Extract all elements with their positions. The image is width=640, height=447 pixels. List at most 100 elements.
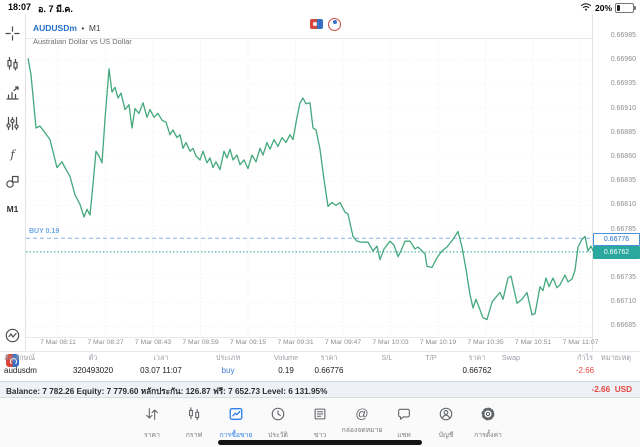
position-row[interactable]: audusdm 320493020 03.07 11:07 buy 0.19 0… xyxy=(0,366,640,380)
row-symbol: audusdm xyxy=(4,366,37,375)
tab-trade[interactable]: การซื้อขาย xyxy=(215,406,257,440)
price-tick-label: 0.66860 xyxy=(610,153,636,160)
tab-charts[interactable]: กราฟ xyxy=(173,406,215,440)
status-date: อ. 7 มี.ค. xyxy=(38,4,73,14)
battery-icon xyxy=(615,2,636,13)
time-tick-label: 7 Mar 08:59 xyxy=(182,339,219,346)
calendar-event-clock-icon[interactable] xyxy=(328,18,341,31)
time-tick-label: 7 Mar 11:07 xyxy=(562,339,599,346)
mailbox-icon: @ xyxy=(355,406,369,421)
chart-header[interactable]: AUDUSDm • M1 Australian Dollar vs US Dol… xyxy=(33,17,132,46)
price-tick-label: 0.66910 xyxy=(610,104,636,112)
table-top-divider xyxy=(0,351,640,352)
header-profit: กำไร xyxy=(576,353,594,362)
bottom-tab-bar: ราคา กราฟ การซื้อขาย ประวัติ ข่าว @ กล่อ… xyxy=(0,397,640,447)
header-type: ประเภท xyxy=(215,353,241,362)
price-axis: 0.66985 0.66960 0.66935 0.66910 0.66885 0.668… xyxy=(592,14,640,344)
battery-percent: 20% xyxy=(594,2,612,13)
row-open-price: 0.66776 xyxy=(314,366,344,375)
price-tick-label: 0.66885 xyxy=(610,128,636,136)
price-tick-label: 0.66985 xyxy=(610,32,636,39)
quotes-icon xyxy=(144,406,160,427)
home-indicator[interactable] xyxy=(218,440,422,445)
account-floating-profit: -2.66 USD xyxy=(591,385,632,394)
chart-timeframe: M1 xyxy=(88,23,101,33)
chart-type-candles-button[interactable] xyxy=(0,56,25,76)
price-tick-label: 0.66810 xyxy=(610,201,636,209)
price-tick-label: 0.66685 xyxy=(610,322,636,330)
wifi-icon xyxy=(580,2,592,13)
row-time: 03.07 11:07 xyxy=(140,366,182,375)
history-clock-icon xyxy=(270,406,286,427)
ask-price-box: 0.66776 xyxy=(593,232,640,246)
bid-price-box: 0.66762 xyxy=(593,246,640,260)
time-axis: 7 Mar 08:11 7 Mar 08:27 7 Mar 08:43 7 Mar 0… xyxy=(0,339,640,351)
open-position-label[interactable]: BUY 0.19 xyxy=(29,228,60,236)
header-current-price: ราคา xyxy=(468,353,486,362)
trade-icon xyxy=(228,406,244,427)
time-tick-label: 7 Mar 09:31 xyxy=(277,339,314,346)
chart-symbol-separator: • xyxy=(81,23,85,33)
time-tick-label: 7 Mar 10:35 xyxy=(467,339,504,346)
time-tick-label: 7 Mar 08:27 xyxy=(87,339,124,346)
header-sl: S/L xyxy=(381,353,393,362)
tab-history[interactable]: ประวัติ xyxy=(257,406,299,440)
account-person-icon xyxy=(438,406,454,427)
header-note: หมายเหตุ xyxy=(600,353,632,362)
price-line xyxy=(27,58,594,321)
row-profit: -2.66 xyxy=(575,366,595,375)
status-bar-right: 20% xyxy=(580,2,636,13)
objects-button[interactable] xyxy=(0,174,25,194)
account-summary-text: Balance: 7 782.26 Equity: 7 779.60 หลักป… xyxy=(6,387,328,396)
time-tick-label: 7 Mar 10:19 xyxy=(419,339,457,346)
time-tick-label: 7 Mar 09:15 xyxy=(229,339,267,346)
price-tick-label: 0.66935 xyxy=(610,80,636,88)
price-tick-label: 0.66835 xyxy=(610,177,636,185)
tab-news[interactable]: ข่าว xyxy=(299,406,341,440)
header-time: เวลา xyxy=(153,353,169,362)
header-open-price: ราคา xyxy=(320,353,338,362)
time-tick-label: 7 Mar 10:51 xyxy=(514,339,552,346)
status-bar-left: 18:07 อ. 7 มี.ค. xyxy=(8,2,73,16)
chart-toolbar: f M1 xyxy=(0,14,26,367)
candlestick-chart-icon xyxy=(186,406,202,427)
tab-settings[interactable]: การตั้งค่า xyxy=(467,406,509,440)
timeframe-button[interactable]: M1 xyxy=(6,204,19,214)
header-ticket: ตั๋ว xyxy=(88,353,98,362)
header-tp: T/P xyxy=(425,353,437,362)
row-current-price: 0.66762 xyxy=(462,366,492,375)
community-logo-button[interactable] xyxy=(0,354,25,372)
row-volume: 0.19 xyxy=(278,366,294,375)
object-settings-button[interactable] xyxy=(0,116,25,136)
tab-account[interactable]: บัญชี xyxy=(425,406,467,440)
price-tick-label: 0.66710 xyxy=(610,298,636,306)
time-tick-label: 7 Mar 08:43 xyxy=(134,339,172,346)
time-tick-label: 7 Mar 09:47 xyxy=(324,339,362,346)
chart-symbol: AUDUSDm xyxy=(33,23,77,33)
market-pulse-button[interactable] xyxy=(0,328,25,348)
tab-mailbox[interactable]: @ กล่องจดหมาย xyxy=(341,406,383,434)
header-divider xyxy=(25,38,592,39)
clock-time: 18:07 xyxy=(8,2,32,12)
price-tick-label: 0.66785 xyxy=(610,225,636,233)
tab-chat[interactable]: แชท xyxy=(383,406,425,440)
header-swap: Swap xyxy=(501,353,521,362)
row-type: buy xyxy=(221,366,235,375)
header-volume: Volume xyxy=(273,353,299,362)
price-tick-label: 0.66735 xyxy=(610,274,636,281)
time-tick-label: 7 Mar 08:11 xyxy=(40,339,76,346)
functions-button[interactable]: f xyxy=(10,148,15,161)
positions-table-header: สัญลักษณ์ ตั๋ว เวลา ประเภท Volume ราคา S… xyxy=(0,353,640,366)
gear-icon xyxy=(480,406,496,427)
chart-symbol-description: Australian Dollar vs US Dollar xyxy=(33,37,132,46)
crosshair-button[interactable] xyxy=(0,26,25,46)
tab-quotes[interactable]: ราคา xyxy=(131,406,173,440)
row-ticket: 320493020 xyxy=(72,366,114,375)
indicators-button[interactable] xyxy=(0,86,25,106)
news-icon xyxy=(312,406,328,427)
time-tick-label: 7 Mar 10:03 xyxy=(372,339,409,346)
chat-bubble-icon xyxy=(396,406,412,427)
calendar-event-flag-icon[interactable] xyxy=(310,19,323,29)
